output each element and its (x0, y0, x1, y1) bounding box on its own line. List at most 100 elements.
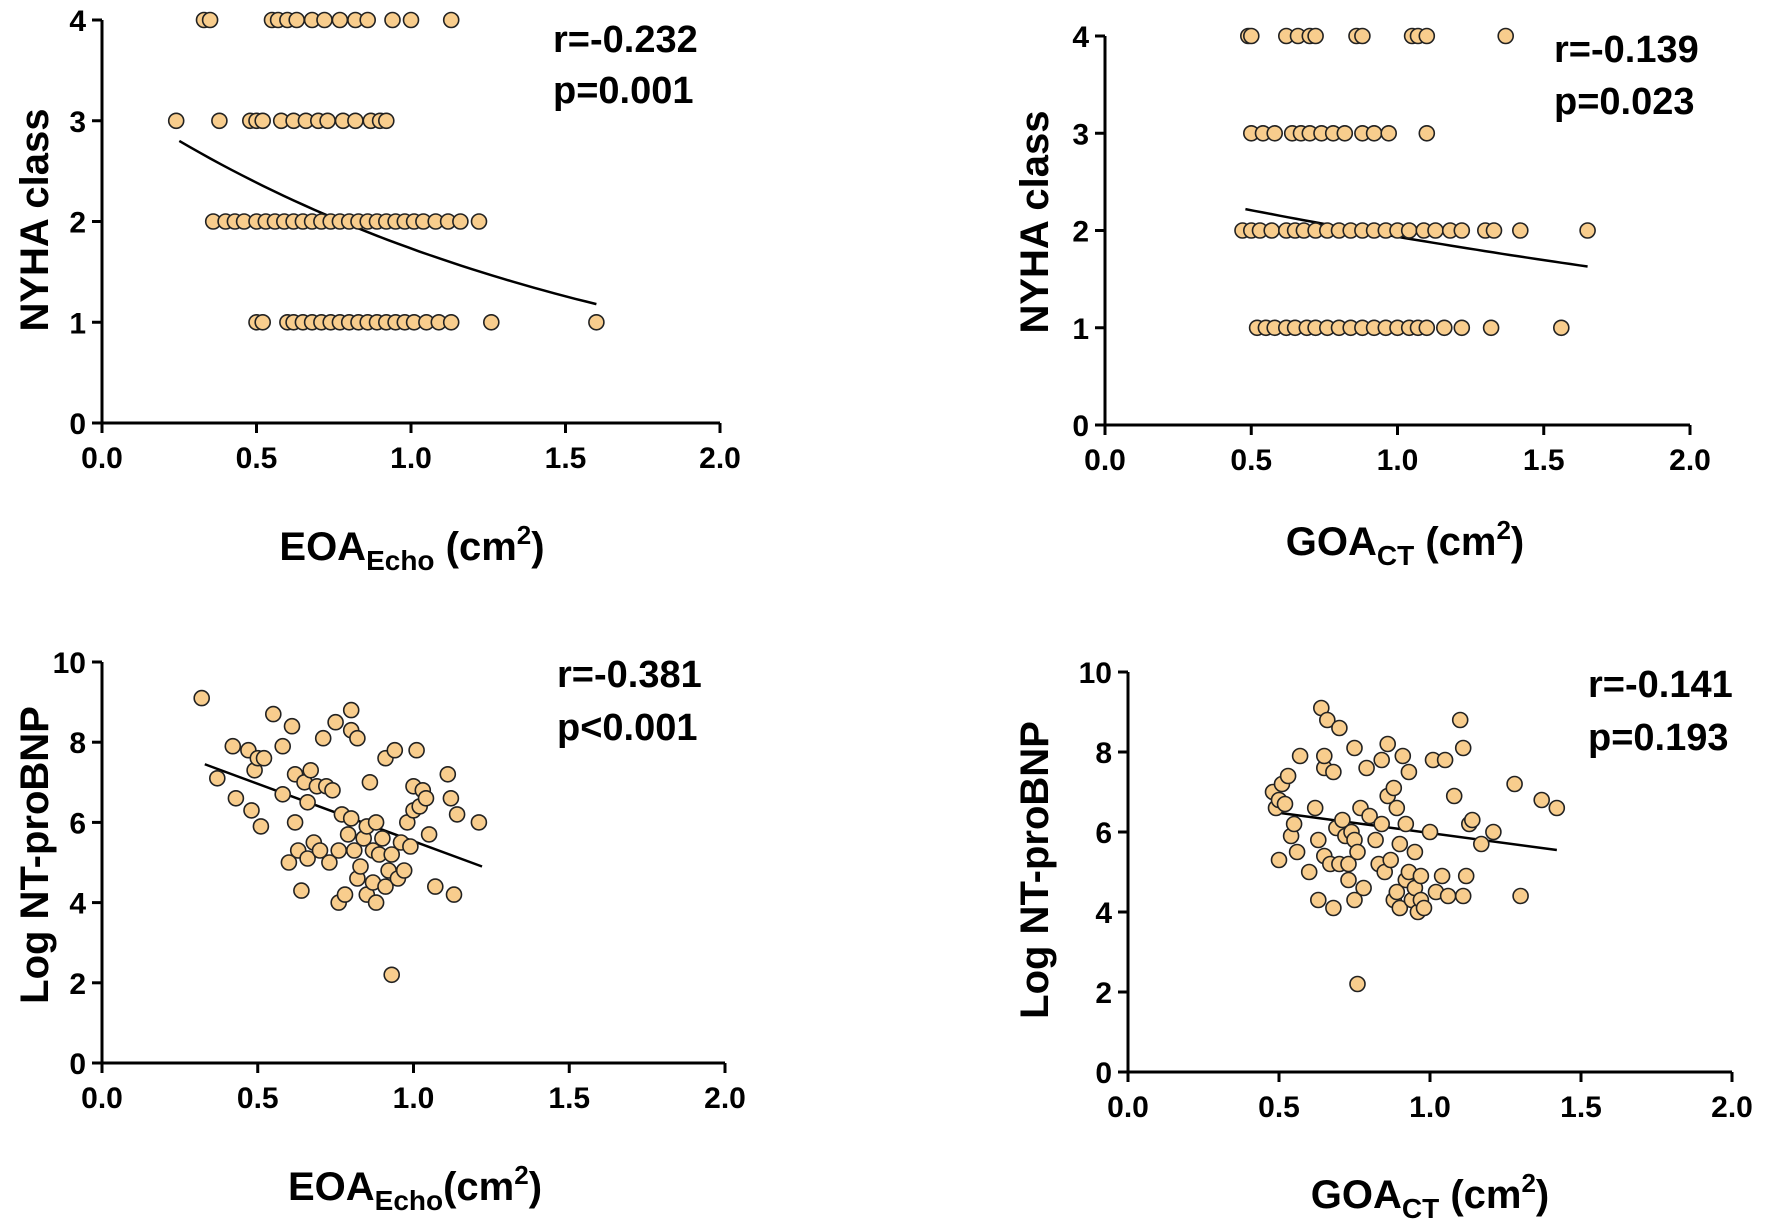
y-tick-label: 10 (53, 647, 86, 680)
data-point (1548, 799, 1566, 817)
data-point (1388, 883, 1406, 901)
data-point (588, 313, 605, 331)
data-point (316, 11, 333, 29)
data-point (1358, 759, 1375, 777)
data-point (1325, 899, 1342, 917)
data-point (1439, 887, 1457, 905)
regression-line (1245, 207, 1588, 268)
data-point (342, 701, 360, 719)
data-point (1485, 823, 1502, 841)
data-point (1457, 867, 1475, 885)
data-point (1451, 711, 1469, 729)
data-point (1270, 851, 1288, 869)
data-point (1355, 879, 1372, 897)
data-point (426, 878, 444, 895)
data-point (359, 11, 377, 29)
data-point (1310, 831, 1327, 849)
plot-area: 0.0 0.5 1.0 1.5 2.0 0 1 2 3 4 (1072, 21, 1711, 477)
data-point (209, 769, 226, 787)
data-point (417, 789, 435, 807)
data-point (211, 112, 228, 130)
data-point (330, 842, 348, 859)
x-tick-label: 0.5 (1258, 1091, 1300, 1124)
data-point (1453, 222, 1471, 239)
y-tick-label: 2 (1072, 216, 1089, 249)
data-point (254, 313, 272, 331)
y-tick-label: 4 (1095, 897, 1112, 930)
data-point (1243, 27, 1260, 45)
data-point (1306, 799, 1324, 817)
data-point (314, 729, 332, 747)
data-point (402, 11, 420, 29)
data-point (1331, 719, 1348, 737)
data-point (224, 737, 242, 755)
data-point (293, 882, 310, 899)
data-point (1373, 815, 1390, 833)
regression-line (1272, 810, 1558, 852)
data-point (280, 854, 298, 871)
data-point (327, 713, 344, 731)
data-point (1276, 795, 1294, 813)
data-point (420, 826, 438, 843)
data-point (1506, 775, 1523, 793)
data-point (1579, 222, 1596, 239)
data-point (374, 830, 391, 847)
y-tick-label: 0 (1072, 410, 1089, 443)
data-point (274, 785, 292, 803)
p-value-annotation: p<0.001 (557, 707, 698, 749)
data-point (1400, 763, 1418, 781)
data-point (395, 862, 413, 879)
x-tick-label: 0.0 (1084, 444, 1126, 477)
data-point (442, 11, 460, 29)
data-point (339, 826, 357, 843)
data-point (408, 741, 425, 759)
data-point (345, 842, 363, 859)
data-point (288, 11, 306, 29)
data-point (361, 773, 379, 791)
data-point (347, 112, 364, 130)
y-axis-label: Log NT-proBNP (1013, 721, 1057, 1019)
data-point (1406, 843, 1424, 861)
data-point (302, 761, 320, 779)
data-point (482, 313, 500, 331)
y-tick-label: 0 (1095, 1057, 1112, 1090)
x-axis-label: GOACT (cm2) (1286, 515, 1525, 571)
data-point (1310, 891, 1327, 909)
x-tick-label: 1.0 (390, 442, 432, 475)
y-tick-label: 0 (69, 408, 86, 441)
data-point (386, 741, 404, 759)
y-tick-label: 4 (1072, 21, 1089, 54)
data-point (1436, 319, 1453, 337)
data-point (1453, 319, 1471, 337)
data-point (470, 814, 488, 831)
y-tick-label: 6 (1095, 817, 1112, 850)
data-point (283, 717, 301, 735)
data-point (1412, 867, 1430, 885)
data-point (254, 112, 272, 130)
x-tick-label: 0.0 (81, 1082, 123, 1115)
data-point (1454, 739, 1472, 757)
data-point (377, 112, 395, 130)
y-tick-label: 1 (1072, 313, 1089, 346)
data-point (1473, 835, 1490, 853)
plot-area: 0.0 0.5 1.0 1.5 2.0 0 2 4 6 8 10 (1079, 657, 1753, 1124)
data-point (1391, 835, 1409, 853)
data-point (1421, 823, 1439, 841)
x-tick-label: 0.5 (1230, 444, 1272, 477)
x-tick-label: 0.5 (236, 442, 278, 475)
data-point (1445, 787, 1463, 805)
data-point (342, 810, 360, 827)
data-point (1418, 125, 1436, 142)
x-tick-label: 0.0 (1107, 1091, 1149, 1124)
x-tick-label: 2.0 (704, 1082, 746, 1115)
y-tick-label: 2 (69, 207, 86, 240)
x-tick-label: 1.0 (393, 1082, 435, 1115)
data-point (1497, 27, 1514, 45)
data-point (1533, 791, 1550, 809)
data-point (1340, 871, 1357, 889)
data-point (264, 705, 282, 723)
data-point (1418, 27, 1436, 45)
y-axis-label: NYHA class (1013, 110, 1057, 333)
